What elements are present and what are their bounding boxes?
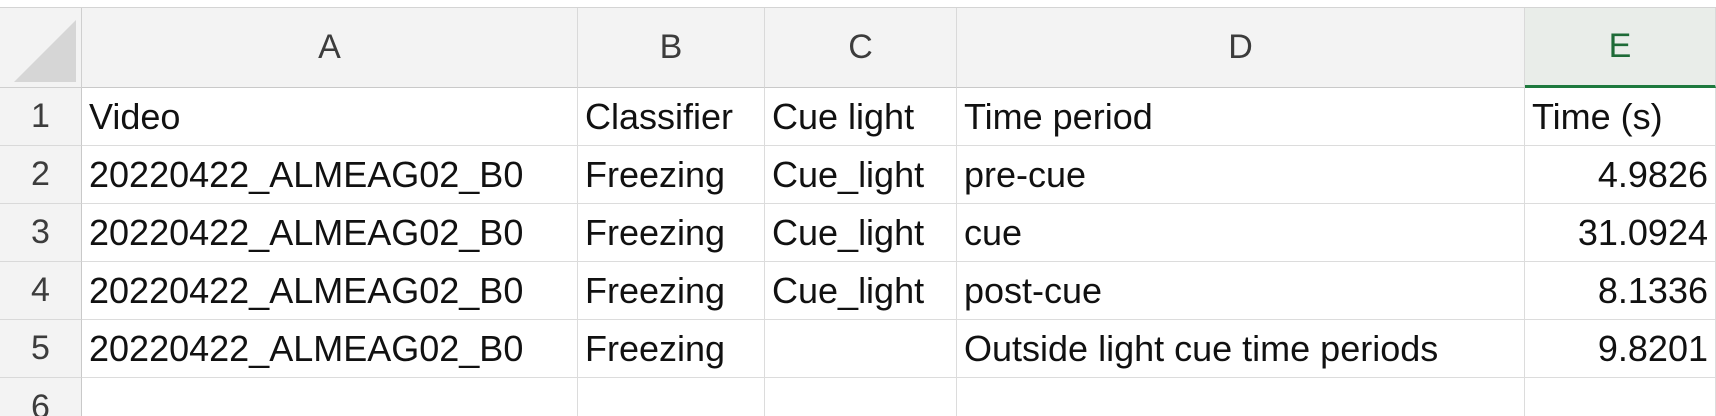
cell-d6[interactable] [957, 378, 1525, 416]
cell-a5[interactable]: 20220422_ALMEAG02_B0 [82, 320, 578, 378]
cell-c6[interactable] [765, 378, 957, 416]
cell-a3[interactable]: 20220422_ALMEAG02_B0 [82, 204, 578, 262]
cell-b5[interactable]: Freezing [578, 320, 765, 378]
column-header-e[interactable]: E [1525, 8, 1716, 88]
row-header-1[interactable]: 1 [0, 88, 82, 146]
cell-a4[interactable]: 20220422_ALMEAG02_B0 [82, 262, 578, 320]
cell-d5[interactable]: Outside light cue time periods [957, 320, 1525, 378]
cell-e1[interactable]: Time (s) [1525, 88, 1716, 146]
column-header-a[interactable]: A [82, 8, 578, 88]
cell-b6[interactable] [578, 378, 765, 416]
cell-d1[interactable]: Time period [957, 88, 1525, 146]
row-header-4[interactable]: 4 [0, 262, 82, 320]
toolbar-edge [0, 0, 1716, 8]
cell-a1[interactable]: Video [82, 88, 578, 146]
cell-b3[interactable]: Freezing [578, 204, 765, 262]
cell-a2[interactable]: 20220422_ALMEAG02_B0 [82, 146, 578, 204]
cell-c5[interactable] [765, 320, 957, 378]
cell-e5[interactable]: 9.8201 [1525, 320, 1716, 378]
spreadsheet-grid: A B C D E 1 Video Classifier Cue light T… [0, 8, 1716, 416]
select-all-triangle-icon [14, 20, 76, 82]
cell-c1[interactable]: Cue light [765, 88, 957, 146]
cell-e4[interactable]: 8.1336 [1525, 262, 1716, 320]
cell-e3[interactable]: 31.0924 [1525, 204, 1716, 262]
column-header-d[interactable]: D [957, 8, 1525, 88]
cell-c3[interactable]: Cue_light [765, 204, 957, 262]
cell-e6[interactable] [1525, 378, 1716, 416]
column-header-c[interactable]: C [765, 8, 957, 88]
cell-d4[interactable]: post-cue [957, 262, 1525, 320]
select-all-corner[interactable] [0, 8, 82, 88]
cell-c2[interactable]: Cue_light [765, 146, 957, 204]
cell-d3[interactable]: cue [957, 204, 1525, 262]
cell-b4[interactable]: Freezing [578, 262, 765, 320]
row-header-3[interactable]: 3 [0, 204, 82, 262]
column-header-b[interactable]: B [578, 8, 765, 88]
row-header-6[interactable]: 6 [0, 378, 82, 416]
row-header-5[interactable]: 5 [0, 320, 82, 378]
row-header-2[interactable]: 2 [0, 146, 82, 204]
cell-d2[interactable]: pre-cue [957, 146, 1525, 204]
cell-a6[interactable] [82, 378, 578, 416]
cell-b2[interactable]: Freezing [578, 146, 765, 204]
cell-b1[interactable]: Classifier [578, 88, 765, 146]
cell-e2[interactable]: 4.9826 [1525, 146, 1716, 204]
cell-c4[interactable]: Cue_light [765, 262, 957, 320]
